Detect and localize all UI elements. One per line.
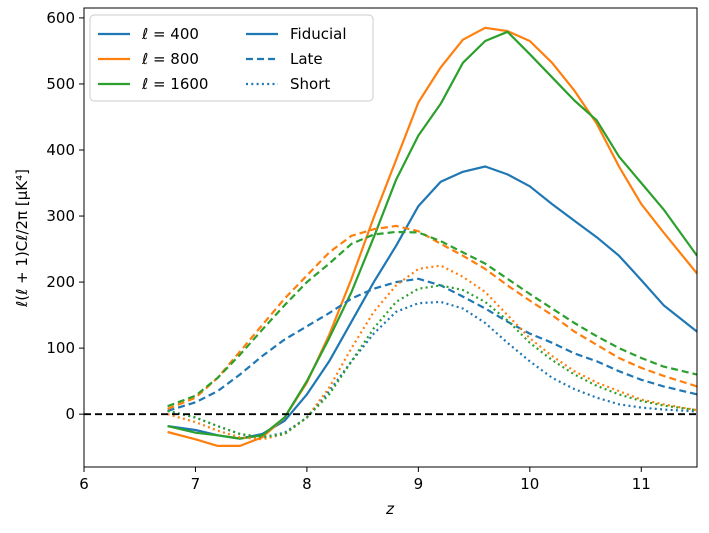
legend-box [89, 14, 374, 102]
series-line-late-400 [167, 277, 697, 412]
x-tick-label: 11 [632, 475, 651, 493]
y-tick-label: 500 [46, 75, 75, 93]
legend-items: ℓ = 400 ℓ = 800 ℓ = 1600 Fiducial Late Short [98, 25, 347, 93]
x-tick-label: 7 [191, 475, 201, 493]
plot-frame [83, 7, 698, 468]
x-tick-label: 9 [414, 475, 424, 493]
y-tick-label: 300 [46, 207, 75, 225]
y-tick-label: 100 [46, 339, 75, 357]
legend: ℓ = 400 ℓ = 800 ℓ = 1600 Fiducial Late Short [89, 14, 374, 102]
y-tick-label: 200 [46, 273, 75, 291]
x-tick-label: 8 [302, 475, 312, 493]
legend-ell-0-label: ℓ = 400 [141, 25, 199, 43]
series-line-short-1600 [167, 284, 697, 439]
y-tick-label: 400 [46, 141, 75, 159]
series-line-fiducial-800 [167, 26, 697, 447]
legend-model-fiducial-label: Fiducial [290, 25, 347, 43]
x-axis-label: z [385, 500, 395, 518]
y-tick-label: 600 [46, 9, 75, 27]
y-axis-label: ℓ(ℓ + 1)Cℓ/2π [μK⁴] [13, 169, 31, 308]
legend-model-short-label: Short [290, 75, 330, 93]
x-tick-label: 10 [520, 475, 539, 493]
ticks-layer: 6 7 8 9 10 11 0 100 200 300 400 500 600 [46, 9, 650, 493]
y-tick-label: 0 [65, 405, 75, 423]
series-line-fiducial-1600 [167, 30, 697, 440]
legend-ell-1-label: ℓ = 800 [141, 50, 199, 68]
series-line-late-800 [167, 224, 697, 410]
x-tick-label: 6 [79, 475, 89, 493]
legend-ell-2-label: ℓ = 1600 [141, 75, 208, 93]
series-layer [167, 26, 697, 447]
legend-model-late-label: Late [290, 50, 323, 68]
